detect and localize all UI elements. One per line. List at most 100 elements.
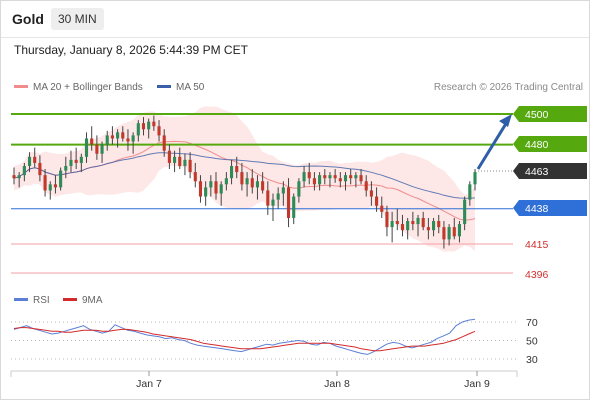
candle-body <box>292 196 296 218</box>
candle-body <box>209 181 213 188</box>
ma20-legend-label: MA 20 + Bollinger Bands <box>33 82 143 93</box>
candle-body <box>198 181 203 197</box>
candle-body <box>53 184 57 188</box>
ma50-line <box>13 152 476 199</box>
rsi-legend-swatch <box>14 298 28 301</box>
candle-body <box>116 132 120 139</box>
rsi-ma-legend-label: 9MA <box>82 295 103 306</box>
candle-body <box>64 165 68 171</box>
chart-header: Gold 30 MIN <box>1 1 589 37</box>
candle-body <box>468 184 472 200</box>
level-tag-4480-bg <box>513 136 587 152</box>
candle-body <box>463 199 467 225</box>
candle-body <box>354 175 358 179</box>
level-tag-4415: 4415 <box>525 239 549 251</box>
candle-body <box>95 144 99 154</box>
candle-body <box>224 178 228 185</box>
candle-body <box>204 187 208 197</box>
candle-body <box>328 175 332 179</box>
candle-body <box>447 227 451 240</box>
candle-body <box>121 132 125 139</box>
candle-body <box>126 138 130 142</box>
candle-body <box>385 211 389 228</box>
candle-body <box>312 178 316 185</box>
candle-body <box>281 187 285 194</box>
candle-body <box>457 224 462 237</box>
candle-body <box>43 175 47 191</box>
rsi-ma-line <box>13 327 476 352</box>
candle-body <box>286 187 291 218</box>
candle-body <box>307 172 311 179</box>
candle-body <box>297 181 301 197</box>
candle-body <box>229 165 234 179</box>
bollinger-band <box>14 106 475 252</box>
candle-body <box>276 193 280 200</box>
level-tag-4500-bg <box>513 106 587 122</box>
candle-body <box>235 165 239 173</box>
candle-body <box>452 227 456 237</box>
rsi-tick-70: 70 <box>526 317 538 329</box>
candle-body <box>193 172 197 182</box>
candle-body <box>74 159 78 163</box>
candle-body <box>79 156 83 163</box>
candle-body <box>411 221 415 225</box>
level-tag-current-bg <box>513 163 587 179</box>
level-tag-4480: 4480 <box>525 139 549 151</box>
rsi-legend-label: RSI <box>33 295 50 306</box>
candle-body <box>178 156 182 166</box>
timestamp: Thursday, January 8, 2026 5:44:39 PM CET <box>14 43 248 57</box>
level-tags: 4500 4480 4463 4438 4415 4396 <box>513 106 587 281</box>
candle-body <box>426 227 430 231</box>
ma50-legend-label: MA 50 <box>176 82 205 93</box>
level-tag-current: 4463 <box>525 166 549 178</box>
rsi-ma-legend-swatch <box>63 298 77 301</box>
candle-body <box>390 221 394 228</box>
forecast-arrow-shaft <box>476 121 509 170</box>
candle-body <box>157 126 161 136</box>
candle-body <box>421 217 425 228</box>
candle-body <box>369 190 373 197</box>
candle-body <box>214 181 218 194</box>
candle-body <box>395 221 399 225</box>
candle-body <box>380 205 384 212</box>
candle-body <box>473 172 477 185</box>
candle-body <box>183 159 187 166</box>
candle-body <box>343 175 348 182</box>
candle-body <box>400 224 405 231</box>
level-tag-4396: 4396 <box>525 269 549 281</box>
candle-body <box>167 150 171 163</box>
header-divider <box>1 37 589 38</box>
candle-body <box>245 178 249 185</box>
rsi-tick-50: 50 <box>526 336 538 348</box>
timeframe-badge[interactable]: 30 MIN <box>51 8 104 30</box>
candle-body <box>359 175 363 182</box>
candle-body <box>162 135 166 151</box>
candle-body <box>131 135 135 142</box>
candle-body <box>141 123 146 130</box>
candle-body <box>261 181 265 191</box>
candle-body <box>33 156 37 163</box>
candle-body <box>59 170 63 188</box>
candle-body <box>136 123 140 136</box>
candle-body <box>240 172 244 185</box>
candle-body <box>219 184 223 194</box>
candle-body <box>349 175 353 179</box>
candle-body <box>173 156 177 163</box>
candle-body <box>69 159 73 166</box>
candle-body <box>406 221 410 231</box>
candle-body <box>17 175 21 179</box>
level-tag-4438-bg <box>513 200 587 216</box>
symbol-title: Gold <box>12 11 44 27</box>
candle-body <box>432 221 436 231</box>
candle-body <box>364 181 368 191</box>
candle-body <box>38 162 42 176</box>
candle-body <box>84 138 89 157</box>
level-tag-4500: 4500 <box>525 109 549 121</box>
tick-label-jan8: Jan 8 <box>324 378 350 390</box>
ma50-legend-swatch <box>157 85 171 88</box>
candle-body <box>442 227 446 240</box>
candle-body <box>271 199 275 206</box>
candle-body <box>22 165 26 176</box>
